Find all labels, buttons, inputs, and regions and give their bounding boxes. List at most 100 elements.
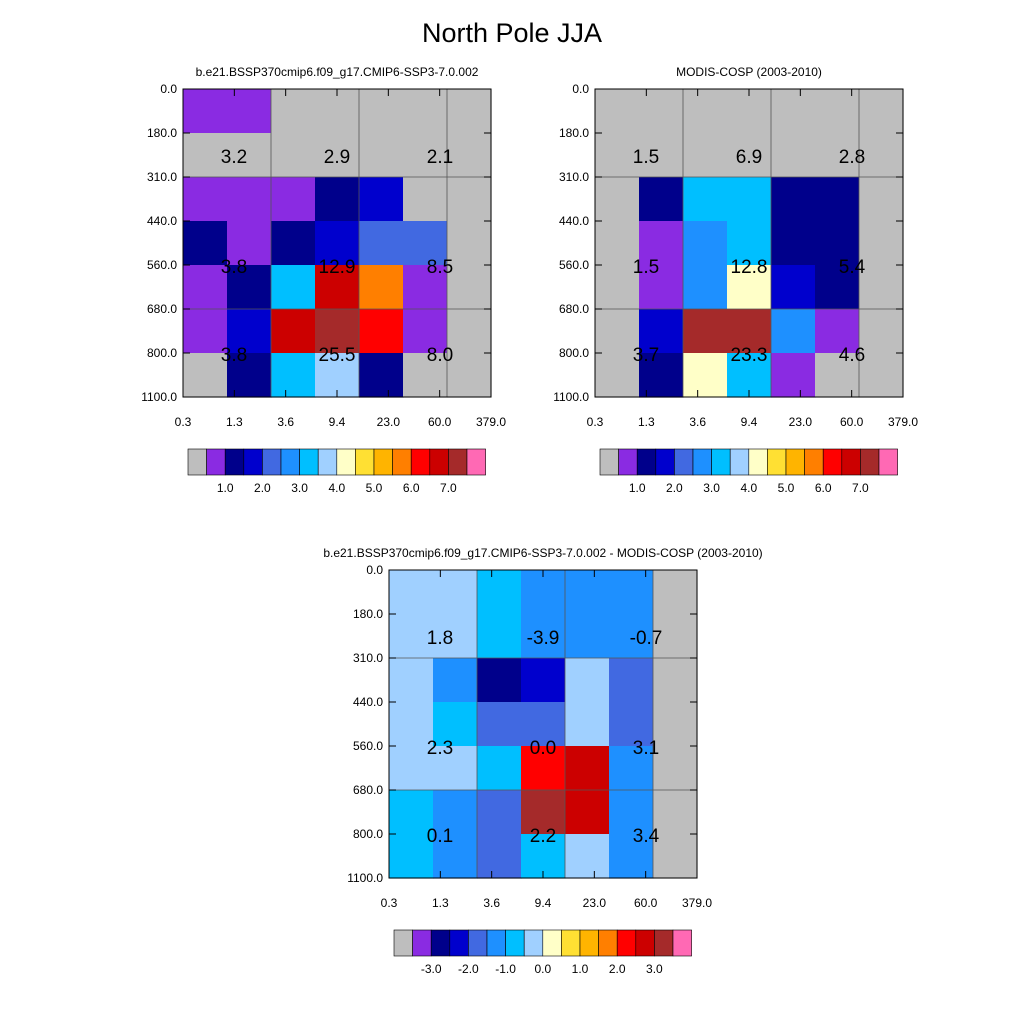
y-tick-label: 0.0 (366, 563, 383, 577)
heatmap-cell (271, 265, 316, 310)
colorbar-swatch (654, 929, 674, 957)
heatmap-cell (859, 309, 904, 354)
x-tick-label: 23.0 (377, 415, 401, 429)
heatmap-cell (183, 265, 228, 310)
heatmap-cell (521, 614, 566, 659)
colorbar-label: 7.0 (852, 481, 869, 495)
heatmap-cell (609, 790, 654, 835)
heatmap-cell (653, 658, 698, 703)
colorbar: -3.0 -2.0 -1.0 0.0 1.0 2.0 3.0 (393, 929, 692, 976)
heatmap-cell (595, 265, 640, 310)
heatmap-cell (653, 570, 698, 615)
colorbar-swatch (299, 448, 319, 476)
colorbar-swatch (635, 929, 655, 957)
heatmap-cell (403, 353, 448, 398)
colorbar-swatch (336, 448, 356, 476)
x-tick-label: 0.3 (587, 415, 604, 429)
heatmap-cell (315, 89, 360, 134)
y-tick-label: 680.0 (353, 783, 383, 797)
heatmap-cell (727, 309, 772, 354)
x-tick-label: 0.3 (381, 896, 398, 910)
heatmap-cell (271, 133, 316, 178)
box-value-label: 1.8 (427, 628, 453, 649)
heatmap-cell (683, 133, 728, 178)
colorbar-label: 2.0 (254, 481, 271, 495)
heatmap-cell (359, 177, 404, 222)
heatmap-cell (771, 309, 816, 354)
heatmap-cell (403, 309, 448, 354)
heatmap-cell (227, 265, 272, 310)
colorbar-swatch (206, 448, 226, 476)
heatmap-cell (183, 221, 228, 266)
heatmap-cell (433, 702, 478, 747)
heatmap-cell (403, 89, 448, 134)
colorbar-swatch (486, 929, 506, 957)
colorbar-label: 2.0 (666, 481, 683, 495)
box-value-label: 3.7 (633, 345, 659, 366)
colorbar-swatch (636, 448, 657, 476)
heatmap-cell (447, 353, 492, 398)
heatmap-cell (389, 746, 434, 791)
heatmap-cell (433, 746, 478, 791)
colorbar-swatch (392, 448, 412, 476)
colorbar-swatch (429, 448, 449, 476)
heatmap-cell (565, 658, 610, 703)
colorbar-swatch (860, 448, 880, 476)
heatmap-cell (683, 265, 728, 310)
heatmap-cell (565, 570, 610, 615)
colorbar-label: 5.0 (366, 481, 383, 495)
colorbar-swatch (804, 448, 824, 476)
colorbar-swatch (822, 448, 843, 476)
heatmap-cell (183, 309, 228, 354)
colorbar-label: 2.0 (609, 962, 626, 976)
colorbar-swatch (674, 448, 694, 476)
box-value-label: 3.2 (221, 147, 247, 168)
colorbar-swatch (466, 448, 486, 476)
x-tick-label: 1.3 (226, 415, 243, 429)
box-value-label: 2.3 (427, 738, 453, 759)
colorbar-swatch (262, 448, 282, 476)
colorbar-swatch (878, 448, 898, 476)
colorbar-swatch (711, 448, 731, 476)
colorbar-label: 5.0 (778, 481, 795, 495)
heatmap-cell (727, 89, 772, 134)
heatmap-cell (389, 570, 434, 615)
heatmap-cell (683, 353, 728, 398)
heatmap-cell (653, 790, 698, 835)
colorbar-label: 6.0 (403, 481, 420, 495)
heatmap-cell (389, 702, 434, 747)
x-tick-label: 9.4 (329, 415, 346, 429)
heatmap-cell (609, 702, 654, 747)
colorbar-swatch (280, 448, 300, 476)
colorbar-label: 1.0 (217, 481, 234, 495)
heatmap-cell (565, 702, 610, 747)
heatmap-cell (565, 614, 610, 659)
box-value-label: -0.7 (630, 628, 663, 649)
y-tick-label: 440.0 (559, 214, 589, 228)
heatmap-cell (403, 133, 448, 178)
heatmap-cell (315, 265, 360, 310)
colorbar-swatch (505, 929, 525, 957)
y-tick-label: 680.0 (559, 302, 589, 316)
heatmap-cell (403, 177, 448, 222)
heatmap-cell (359, 353, 404, 398)
box-value-label: 2.9 (324, 147, 350, 168)
colorbar-swatch (729, 448, 750, 476)
colorbar-swatch (841, 448, 861, 476)
x-tick-label: 60.0 (428, 415, 452, 429)
colorbar-swatch (655, 448, 675, 476)
colorbar-swatch (187, 448, 207, 476)
panel-title: b.e21.BSSP370cmip6.f09_g17.CMIP6-SSP3-7.… (323, 546, 762, 560)
heatmap-cell (521, 790, 566, 835)
x-tick-label: 9.4 (741, 415, 758, 429)
heatmap-cell (227, 133, 272, 178)
colorbar-swatch (449, 929, 469, 957)
heatmap-cell (389, 614, 434, 659)
heatmap-cell (521, 746, 566, 791)
heatmap-cell (595, 221, 640, 266)
colorbar-swatch (410, 448, 431, 476)
heatmap-cell (403, 221, 448, 266)
heatmap-cell (683, 221, 728, 266)
colorbar-label: 7.0 (440, 481, 457, 495)
heatmap-cell (639, 265, 684, 310)
